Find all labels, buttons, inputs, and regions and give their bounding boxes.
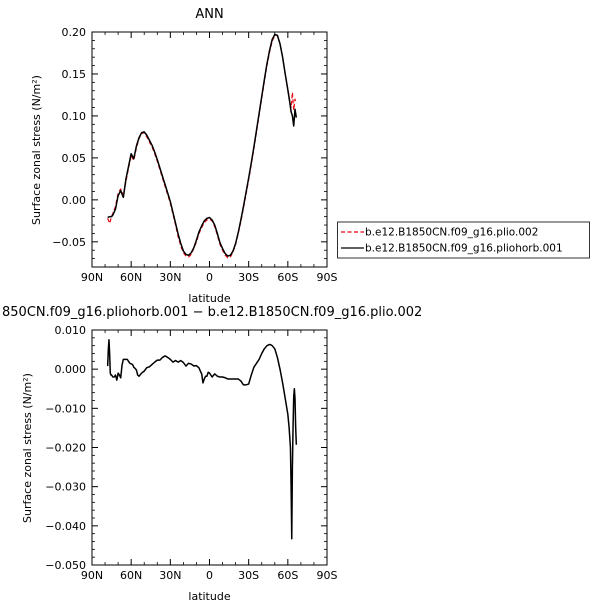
top-x-tick-label: 30N bbox=[159, 271, 181, 284]
top-plot-lines bbox=[107, 33, 298, 259]
bot-y-tick-label: −0.040 bbox=[45, 520, 86, 533]
bot-x-tick-label: 90S bbox=[317, 569, 338, 582]
top-chart: ANN Surface zonal stress (N/m²) −0.05 0.0… bbox=[30, 7, 590, 305]
bot-y-tick-label: 0.000 bbox=[55, 363, 87, 376]
top-y-tick-label: −0.05 bbox=[52, 236, 86, 249]
bottom-tick-labels-y: −0.050 −0.040 −0.030 −0.020 −0.010 0.000 0.010 bbox=[45, 324, 86, 572]
top-chart-title: ANN bbox=[195, 7, 223, 22]
bot-x-tick-label: 0 bbox=[206, 569, 213, 582]
top-plot-frame bbox=[91, 31, 328, 268]
bot-y-tick-label: −0.010 bbox=[45, 402, 86, 415]
top-x-tick-label: 30S bbox=[238, 271, 259, 284]
top-x-tick-label: 60N bbox=[120, 271, 142, 284]
legend-box bbox=[337, 221, 590, 259]
bottom-tick-labels-x: 90N 60N 30N 0 30S 60S 90S bbox=[81, 569, 338, 582]
top-tick-labels-y: −0.05 0.00 0.05 0.10 0.15 0.20 bbox=[52, 26, 86, 249]
bot-y-tick-label: −0.030 bbox=[45, 481, 86, 494]
top-chart-legend: b.e12.B1850CN.f09_g16.plio.002 b.e12.B18… bbox=[337, 221, 590, 259]
top-x-tick-label: 90N bbox=[81, 271, 103, 284]
bottom-plot-lines bbox=[106, 339, 298, 540]
top-tick-marks bbox=[91, 31, 328, 268]
top-y-axis-label: Surface zonal stress (N/m²) bbox=[30, 75, 43, 225]
bot-x-tick-label: 60S bbox=[277, 569, 298, 582]
top-y-tick-label: 0.10 bbox=[62, 110, 87, 123]
top-y-tick-label: 0.00 bbox=[62, 194, 87, 207]
top-y-tick-label: 0.05 bbox=[62, 152, 87, 165]
top-x-axis-label: latitude bbox=[188, 292, 230, 305]
top-x-tick-label: 90S bbox=[317, 271, 338, 284]
top-y-tick-label: 0.15 bbox=[62, 68, 87, 81]
top-x-tick-label: 0 bbox=[206, 271, 213, 284]
top-y-tick-label: 0.20 bbox=[62, 26, 87, 39]
top-tick-labels-x: 90N 60N 30N 0 30S 60S 90S bbox=[81, 271, 338, 284]
bottom-x-axis-label: latitude bbox=[188, 590, 230, 603]
bot-y-tick-label: −0.020 bbox=[45, 442, 86, 455]
legend-label-pliohorb: b.e12.B1850CN.f09_g16.pliohorb.001 bbox=[365, 243, 563, 255]
bot-x-tick-label: 60N bbox=[120, 569, 142, 582]
bot-series-line-1 bbox=[106, 339, 298, 540]
legend-label-plio: b.e12.B1850CN.f09_g16.plio.002 bbox=[365, 227, 538, 239]
bottom-plot-frame bbox=[91, 329, 328, 566]
top-x-tick-label: 60S bbox=[277, 271, 298, 284]
bot-x-tick-label: 30S bbox=[238, 569, 259, 582]
top-series-line-2 bbox=[107, 33, 298, 257]
bot-x-tick-label: 30N bbox=[159, 569, 181, 582]
bottom-y-axis-label: Surface zonal stress (N/m²) bbox=[21, 373, 34, 523]
bot-y-tick-label: −0.050 bbox=[45, 559, 86, 572]
bottom-chart: 850CN.f09_g16.pliohorb.001 − b.e12.B1850… bbox=[2, 305, 422, 603]
bot-x-tick-label: 90N bbox=[81, 569, 103, 582]
bottom-chart-title: 850CN.f09_g16.pliohorb.001 − b.e12.B1850… bbox=[2, 305, 422, 320]
bot-y-tick-label: 0.010 bbox=[55, 324, 87, 337]
